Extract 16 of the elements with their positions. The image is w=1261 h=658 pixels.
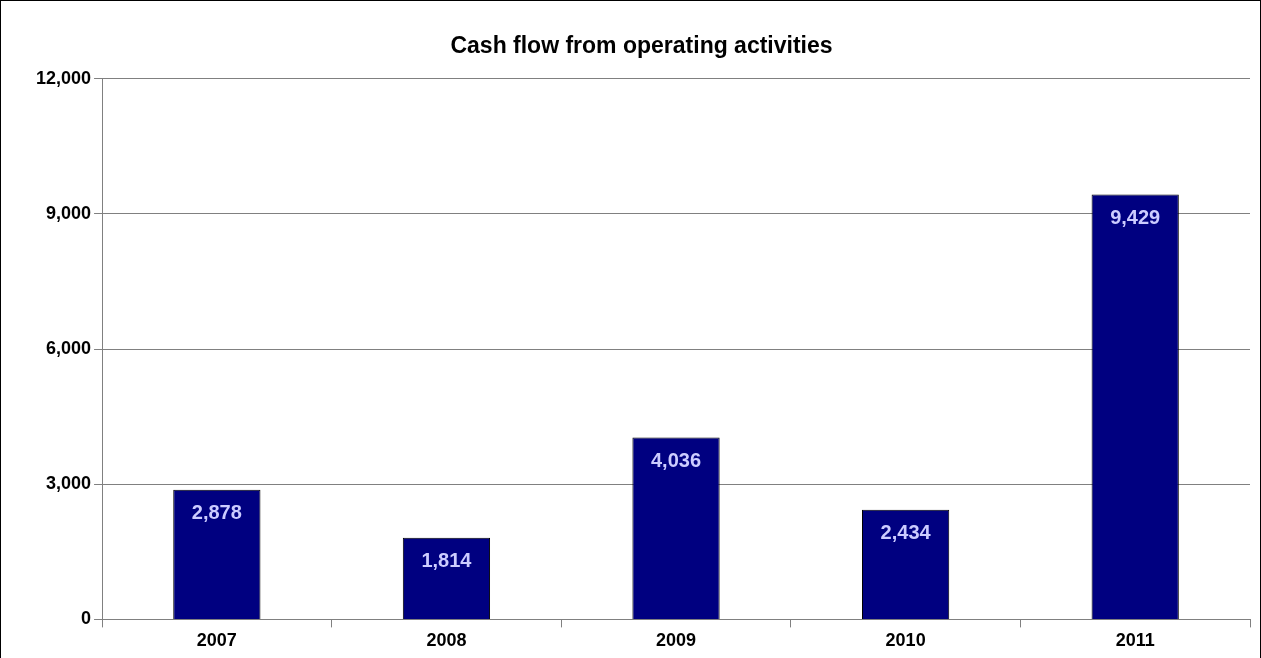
x-tick-label: 2007	[196, 630, 237, 651]
data-label: 2,434	[880, 521, 932, 544]
y-tick-label: 6,000	[46, 337, 92, 358]
data-label: 9,429	[1110, 205, 1161, 228]
data-label: 4,036	[651, 449, 702, 472]
x-tick-label: 2009	[656, 630, 697, 651]
x-tick-label: 2010	[885, 630, 926, 651]
x-tick-label: 2008	[426, 630, 467, 651]
y-tick-label: 12,000	[35, 67, 92, 88]
x-tick-label: 2011	[1115, 630, 1155, 651]
data-label: 2,878	[191, 501, 242, 524]
y-tick-label: 9,000	[46, 202, 92, 223]
chart-title: Cash flow from operating activities	[450, 32, 833, 59]
y-tick-label: 0	[81, 608, 92, 629]
y-tick-label: 3,000	[46, 473, 92, 494]
data-label: 1,814	[421, 549, 473, 572]
